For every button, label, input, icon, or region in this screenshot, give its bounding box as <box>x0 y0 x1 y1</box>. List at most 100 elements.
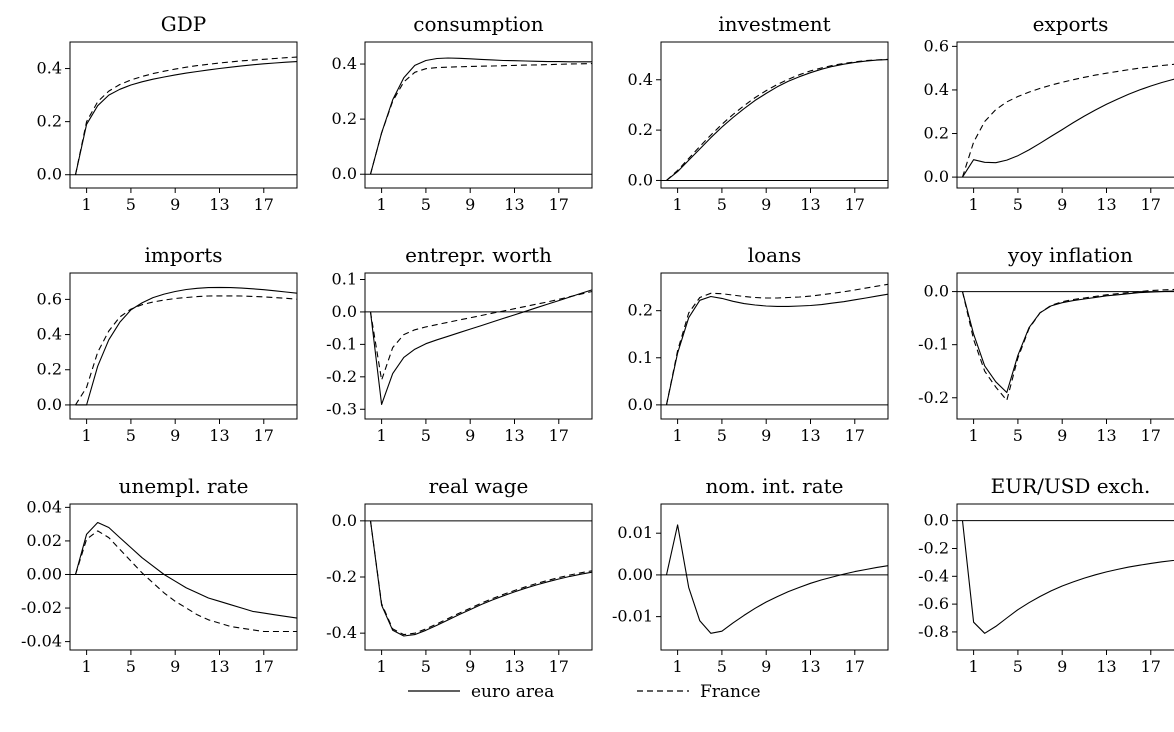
x-tick-label: 5 <box>1013 195 1023 214</box>
x-tick-label: 9 <box>1057 426 1067 445</box>
x-tick-label: 9 <box>465 657 475 676</box>
plot-frame <box>956 503 1174 651</box>
panel-yoy-inflation: yoy inflation 1 5 9 13 17 0.0 -0.1 -0.2 <box>918 243 1174 445</box>
y-tick-label: 0.01 <box>617 523 653 542</box>
x-tick-label: 17 <box>1141 195 1161 214</box>
y-tick-label: -0.2 <box>918 388 949 407</box>
y-tick-label: -0.4 <box>918 566 949 585</box>
y-tick-label: -0.8 <box>918 622 949 641</box>
y-tick-label: 0.1 <box>628 348 653 367</box>
panel-title-unempl-rate: unempl. rate <box>119 474 249 498</box>
x-tick-label: 9 <box>170 657 180 676</box>
y-tick-label: 0.2 <box>332 109 357 128</box>
x-tick-label: 5 <box>421 426 431 445</box>
x-tick-label: 13 <box>209 195 229 214</box>
x-tick-label: 1 <box>82 195 92 214</box>
plot-frame <box>660 503 889 651</box>
y-tick-label: 0.0 <box>332 511 357 530</box>
panel-eur-usd-exch: EUR/USD exch. 1 5 9 13 17 0.0 -0.2 -0.4 -0.6 -0.8 <box>918 474 1174 676</box>
panel-exports: exports 1 5 9 13 17 0.0 0.2 0.4 0.6 <box>924 12 1174 214</box>
x-tick-label: 13 <box>504 426 524 445</box>
y-tick-label: 0.0 <box>628 170 653 189</box>
x-tick-label: 5 <box>1013 657 1023 676</box>
x-tick-label: 17 <box>254 657 274 676</box>
panel-unempl-rate: unempl. rate 1 5 9 13 17 0.04 0.02 0.00 -0.02 -0.0… <box>21 474 298 676</box>
y-tick-label: 0.4 <box>332 54 357 73</box>
x-tick-label: 13 <box>209 657 229 676</box>
panel-nom-int-rate: nom. int. rate 1 5 9 13 17 0.01 0.00 -0.01 <box>612 474 889 676</box>
y-tick-label: 0.4 <box>37 325 62 344</box>
x-tick-label: 1 <box>673 657 683 676</box>
x-tick-label: 1 <box>969 426 979 445</box>
x-tick-label: 1 <box>673 426 683 445</box>
x-tick-label: 1 <box>377 657 387 676</box>
plot-frame <box>364 272 593 420</box>
chart-panels: GDP 1 5 9 13 17 0.0 0.2 0.4 consumption 1 5 9 13 17 0.0… <box>21 12 1174 676</box>
panel-title-gdp: GDP <box>161 12 206 36</box>
y-tick-label: 0.1 <box>332 269 357 288</box>
series-line-euro-area <box>961 290 1174 394</box>
x-tick-label: 17 <box>549 426 569 445</box>
series-line-france <box>75 295 298 406</box>
y-tick-label: -0.2 <box>326 367 357 386</box>
y-tick-label: 0.0 <box>628 395 653 414</box>
y-tick-label: 0.0 <box>332 302 357 321</box>
series-line-france <box>369 520 593 636</box>
panel-title-loans: loans <box>748 243 802 267</box>
y-tick-label: -0.04 <box>21 632 62 651</box>
series-line-euro-area <box>666 59 889 181</box>
series-line-france <box>74 530 297 633</box>
y-tick-label: 0.0 <box>924 167 949 186</box>
x-tick-label: 17 <box>845 426 865 445</box>
series-line-euro-area <box>665 524 889 634</box>
series-line-france <box>666 58 889 181</box>
x-tick-label: 1 <box>673 195 683 214</box>
y-tick-label: 0.4 <box>37 59 62 78</box>
plot-frame <box>956 272 1174 420</box>
series-line-france <box>961 288 1174 401</box>
y-tick-label: 0.0 <box>37 165 62 184</box>
x-tick-label: 9 <box>761 426 771 445</box>
panel-title-real-wage: real wage <box>429 474 529 498</box>
x-tick-label: 9 <box>761 657 771 676</box>
y-tick-label: 0.02 <box>26 531 62 550</box>
y-tick-label: -0.6 <box>918 594 949 613</box>
y-tick-label: 0.4 <box>628 70 653 89</box>
x-tick-label: 9 <box>1057 657 1067 676</box>
series-line-euro-area <box>74 61 298 175</box>
legend: euro area France <box>408 682 761 702</box>
plot-frame <box>69 41 298 189</box>
panel-entrepr-worth: entrepr. worth 1 5 9 13 17 0.1 0.0 -0.1 -0.2 -0.3 <box>326 243 593 445</box>
x-tick-label: 13 <box>1096 426 1116 445</box>
plot-frame <box>660 272 889 420</box>
x-tick-label: 13 <box>504 195 524 214</box>
series-line-euro-area <box>369 57 592 175</box>
x-tick-label: 5 <box>717 195 727 214</box>
series-line-france <box>961 63 1174 178</box>
x-tick-label: 1 <box>82 657 92 676</box>
x-tick-label: 13 <box>800 657 820 676</box>
panel-loans: loans 1 5 9 13 17 0.0 0.1 0.2 <box>628 243 889 445</box>
series-line-euro-area <box>665 293 889 406</box>
x-tick-label: 17 <box>1141 657 1161 676</box>
x-tick-label: 5 <box>717 657 727 676</box>
y-tick-label: 0.2 <box>37 112 62 131</box>
x-tick-label: 1 <box>969 195 979 214</box>
y-tick-label: 0.0 <box>924 282 949 301</box>
x-tick-label: 5 <box>126 426 136 445</box>
panel-investment: investment 1 5 9 13 17 0.0 0.2 0.4 <box>628 12 889 214</box>
y-tick-label: -0.02 <box>21 598 62 617</box>
y-tick-label: 0.0 <box>37 395 62 414</box>
y-tick-label: -0.01 <box>612 607 653 626</box>
y-tick-label: -0.1 <box>918 335 949 354</box>
x-tick-label: 13 <box>800 195 820 214</box>
panel-title-nom-int-rate: nom. int. rate <box>706 474 844 498</box>
x-tick-label: 5 <box>421 195 431 214</box>
y-tick-label: 0.2 <box>924 124 949 143</box>
series-line-france <box>369 290 593 381</box>
y-tick-label: 0.0 <box>332 164 357 183</box>
panel-title-yoy-inflation: yoy inflation <box>1007 243 1133 267</box>
y-tick-label: -0.4 <box>326 623 357 642</box>
plot-frame <box>364 41 593 189</box>
